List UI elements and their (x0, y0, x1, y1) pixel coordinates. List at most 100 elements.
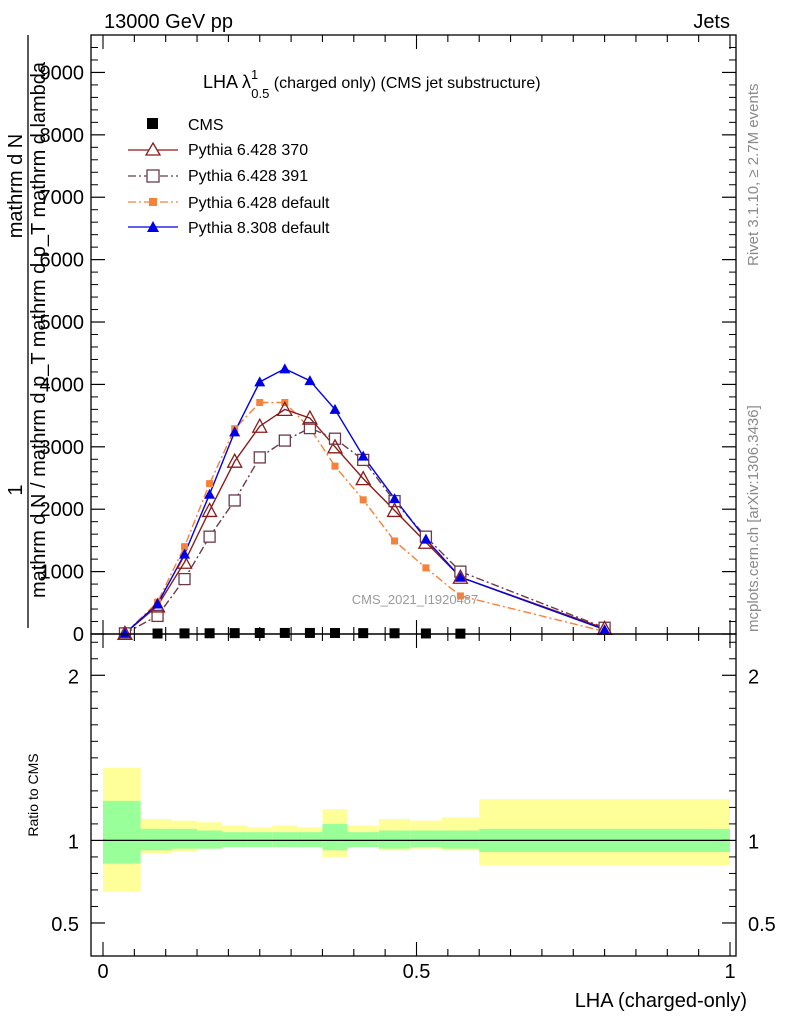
data-point (599, 624, 611, 635)
data-point (391, 537, 399, 545)
ratio-inner-band (103, 800, 141, 864)
ratio-y-tick-label: 0.5 (51, 914, 79, 936)
main-y-tick-label: 9000 (40, 62, 85, 84)
data-point (179, 548, 191, 559)
data-point (204, 628, 215, 639)
ratio-y-tick-label: 1 (68, 831, 79, 853)
x-axis-label: LHA (charged-only) (575, 990, 747, 1012)
legend-item-p391: Pythia 6.428 391 (128, 168, 308, 185)
data-point (331, 462, 339, 470)
legend-item-p370: Pythia 6.428 370 (128, 141, 308, 159)
legend-label-p370: Pythia 6.428 370 (188, 142, 308, 159)
ratio-inner-band (140, 828, 172, 851)
data-point (303, 421, 317, 435)
data-point (229, 628, 240, 639)
mcplots-label: mcplots.cern.ch [arXiv:1306.3436] (745, 405, 762, 632)
data-point (176, 553, 193, 569)
ratio-inner-band (171, 828, 198, 849)
ratio-bands (103, 767, 730, 892)
ratio-y-axis-label: Ratio to CMS (25, 753, 41, 836)
data-point (203, 530, 216, 543)
data-point (279, 363, 291, 374)
main-y-tick-label: 0 (73, 624, 84, 646)
title-main: LHA λ (203, 72, 251, 92)
data-point (279, 627, 290, 638)
data-point (454, 571, 466, 582)
data-point (389, 493, 401, 504)
data-point (278, 434, 291, 447)
header-energy-label: 13000 GeV pp (104, 11, 233, 33)
data-point (204, 488, 216, 499)
ratio-y-tick-label: 2 (68, 666, 79, 688)
data-point (178, 572, 191, 586)
title-sub: 0.5 (251, 86, 269, 101)
data-point (301, 409, 318, 425)
x-tick-label: 1 (724, 961, 735, 983)
data-point (329, 628, 340, 639)
legend-label-p6def: Pythia 6.428 default (188, 195, 330, 212)
data-point (201, 502, 218, 518)
ylabel-one: 1 (5, 484, 27, 495)
ratio-inner-band (247, 832, 273, 848)
data-point (151, 609, 164, 623)
data-point (229, 426, 241, 437)
data-point (456, 592, 464, 600)
plot-title: LHA λ1 0.5 (charged only) (CMS jet substr… (203, 67, 541, 101)
legend-label-cms: CMS (188, 117, 224, 134)
legend-label-p8def: Pythia 8.308 default (188, 220, 330, 237)
series-line (124, 401, 605, 634)
legend: CMS Pythia 6.428 370 Pythia 6.428 391 Py… (128, 117, 330, 237)
data-point (452, 568, 469, 584)
legend-item-cms: CMS (147, 117, 224, 134)
data-point (256, 399, 264, 407)
main-y-tick-label: 2000 (40, 499, 85, 521)
data-point (389, 628, 400, 639)
ratio-y-tick-label-right: 0.5 (748, 914, 776, 936)
data-point (119, 627, 131, 638)
data-point (152, 598, 164, 609)
data-point (276, 401, 293, 417)
main-y-tick-label: 8000 (40, 125, 85, 147)
data-point (357, 450, 369, 461)
ylabel-denominator: mathrm d N / mathrm d p_T mathrm d p_T m… (28, 61, 50, 598)
header-jets-label: Jets (693, 11, 730, 33)
main-y-tick-label: 3000 (40, 437, 85, 459)
title-sup: 1 (251, 67, 258, 82)
data-point (226, 452, 243, 468)
data-point (358, 628, 369, 639)
data-point (251, 417, 268, 433)
data-point (359, 496, 367, 504)
ratio-frame (90, 633, 737, 957)
ylabel-numerator: mathrm d N (5, 134, 27, 238)
main-y-tick-label: 5000 (40, 312, 85, 334)
data-point (206, 480, 214, 488)
main-y-tick-label: 6000 (40, 250, 85, 272)
legend-label-p391: Pythia 6.428 391 (188, 168, 308, 185)
ratio-inner-band (347, 832, 379, 848)
data-point (304, 375, 316, 386)
title-rest: (charged only) (CMS jet substructure) (269, 75, 540, 92)
data-point (304, 627, 315, 638)
data-point (329, 403, 341, 414)
ratio-inner-band (222, 832, 248, 848)
data-point (254, 628, 265, 639)
main-y-tick-label: 7000 (40, 187, 85, 209)
ratio-inner-band (297, 832, 323, 848)
ratio-inner-band (197, 830, 223, 849)
ratio-inner-band (378, 830, 411, 849)
ratio-plot: 0.5 0.5 1 1 2 2 0 0.5 1 (51, 633, 776, 983)
x-tick-label: 0.5 (403, 961, 431, 983)
analysis-watermark: CMS_2021_I1920487 (352, 592, 479, 607)
main-y-tick-label: 4000 (40, 374, 85, 396)
ratio-inner-band (441, 830, 480, 849)
main-plot: 0 1000 2000 3000 4000 5000 6000 7000 8000 9000 (40, 34, 737, 646)
ratio-inner-band (322, 823, 348, 851)
data-point (386, 502, 403, 518)
legend-item-p8def: Pythia 8.308 default (128, 220, 330, 237)
data-point (253, 451, 266, 464)
data-point (420, 533, 432, 544)
data-point (228, 494, 241, 507)
ratio-inner-band (410, 830, 442, 848)
ratio-inner-band (272, 832, 298, 848)
